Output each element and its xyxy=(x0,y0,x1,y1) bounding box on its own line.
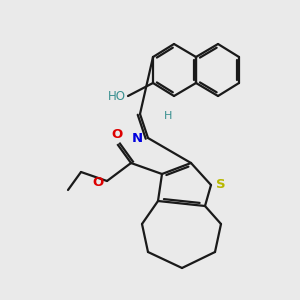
Text: N: N xyxy=(132,133,143,146)
Text: H: H xyxy=(164,111,172,121)
Text: O: O xyxy=(93,176,104,190)
Text: O: O xyxy=(111,128,123,141)
Text: S: S xyxy=(216,178,226,191)
Text: HO: HO xyxy=(108,89,126,103)
